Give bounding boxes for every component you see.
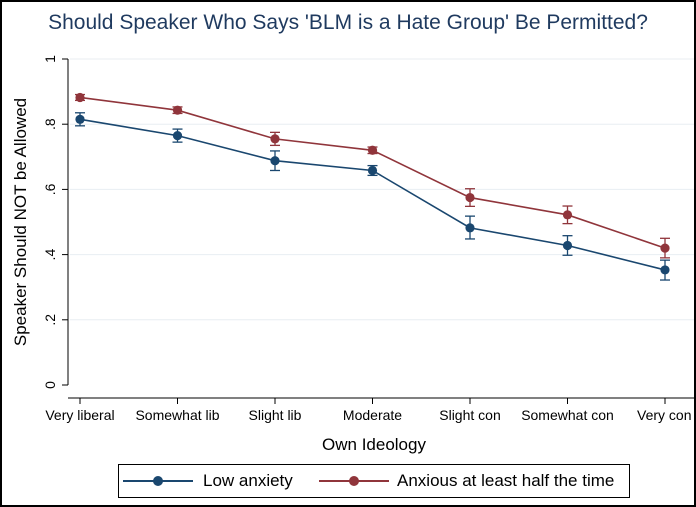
x-tick-label-6: Very con bbox=[637, 407, 691, 423]
y-tick-label-2: .4 bbox=[42, 249, 58, 261]
grid-layer bbox=[70, 58, 694, 321]
series-layer bbox=[75, 92, 670, 281]
point-0-0 bbox=[75, 114, 85, 124]
point-1-6 bbox=[660, 243, 670, 253]
y-tick-label-5: 1 bbox=[42, 55, 58, 63]
point-0-2 bbox=[270, 156, 280, 166]
x-tick-label-0: Very liberal bbox=[45, 407, 114, 423]
series-1 bbox=[75, 92, 670, 259]
y-tick-label-1: .2 bbox=[42, 314, 58, 326]
point-1-3 bbox=[367, 145, 378, 155]
point-1-2 bbox=[270, 134, 280, 144]
legend-marker-anxious bbox=[349, 476, 359, 486]
point-0-3 bbox=[367, 165, 378, 176]
point-0-1 bbox=[172, 131, 183, 141]
legend-label-anxious: Anxious at least half the time bbox=[397, 471, 615, 490]
y-tick-label-0: 0 bbox=[42, 381, 58, 389]
axis-layer: 0 .2 .4 .6 .8 1 Very liberal Somewhat lib Slight… bbox=[42, 55, 694, 423]
point-0-5 bbox=[562, 240, 573, 251]
x-tick-label-2: Slight lib bbox=[249, 407, 302, 423]
x-tick-label-5: Somewhat con bbox=[521, 407, 614, 423]
x-tick-label-4: Slight con bbox=[439, 407, 500, 423]
chart-title: Should Speaker Who Says 'BLM is a Hate G… bbox=[48, 11, 648, 34]
point-0-6 bbox=[660, 265, 670, 275]
point-1-0 bbox=[75, 92, 85, 103]
point-1-5 bbox=[562, 210, 573, 220]
legend-label-low-anxiety: Low anxiety bbox=[203, 471, 293, 490]
series-0 bbox=[75, 112, 670, 281]
point-0-4 bbox=[465, 223, 475, 233]
legend-marker-low-anxiety bbox=[153, 476, 163, 486]
x-axis-title: Own Ideology bbox=[322, 435, 426, 454]
x-tick-label-1: Somewhat lib bbox=[135, 407, 219, 423]
series-line-0 bbox=[79, 118, 666, 271]
x-tick-label-3: Moderate bbox=[343, 407, 402, 423]
legend: Low anxiety Anxious at least half the ti… bbox=[118, 464, 630, 498]
point-1-1 bbox=[172, 105, 183, 115]
y-tick-label-3: .6 bbox=[42, 183, 58, 195]
y-tick-label-4: .8 bbox=[42, 118, 58, 130]
y-axis-title: Speaker Should NOT be Allowed bbox=[11, 98, 30, 346]
point-1-4 bbox=[465, 192, 475, 203]
